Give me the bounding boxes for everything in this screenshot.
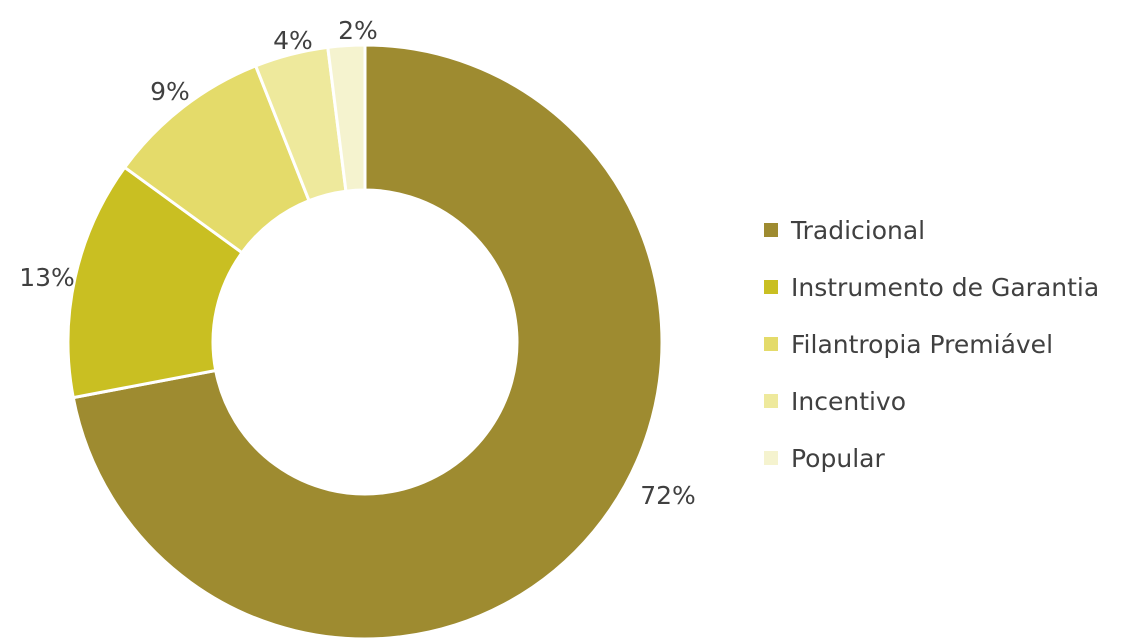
legend-item-instrumento-de-garantia: Instrumento de Garantia [764, 269, 1099, 305]
slice-popular [326, 43, 367, 193]
legend-label-incentivo: Incentivo [791, 386, 907, 416]
legend-item-filantropia-premiavel: Filantropia Premiável [764, 326, 1099, 362]
slice-label-instrumento-de-garantia: 13% [19, 263, 75, 292]
chart-legend: Tradicional Instrumento de Garantia Fila… [764, 212, 1099, 497]
slice-labels: 72% 13% 9% 4% 2% [19, 16, 696, 510]
legend-swatch-incentivo [764, 394, 778, 408]
legend-swatch-filantropia-premiavel [764, 337, 778, 351]
legend-label-filantropia-premiavel: Filantropia Premiável [791, 329, 1054, 359]
legend-swatch-tradicional [764, 223, 778, 237]
legend-item-tradicional: Tradicional [764, 212, 1099, 248]
legend-swatch-instrumento-de-garantia [764, 280, 778, 294]
slice-tradicional [71, 43, 664, 638]
legend-label-instrumento-de-garantia: Instrumento de Garantia [791, 272, 1100, 302]
legend-item-incentivo: Incentivo [764, 383, 1099, 419]
legend-swatch-popular [764, 451, 778, 465]
slice-label-filantropia-premiavel: 9% [150, 77, 190, 106]
slice-label-popular: 2% [338, 16, 378, 45]
donut-slices [66, 43, 664, 638]
slice-label-incentivo: 4% [273, 26, 313, 55]
legend-label-tradicional: Tradicional [791, 215, 926, 245]
slice-label-tradicional: 72% [640, 481, 696, 510]
legend-label-popular: Popular [791, 443, 885, 473]
legend-item-popular: Popular [764, 440, 1099, 476]
